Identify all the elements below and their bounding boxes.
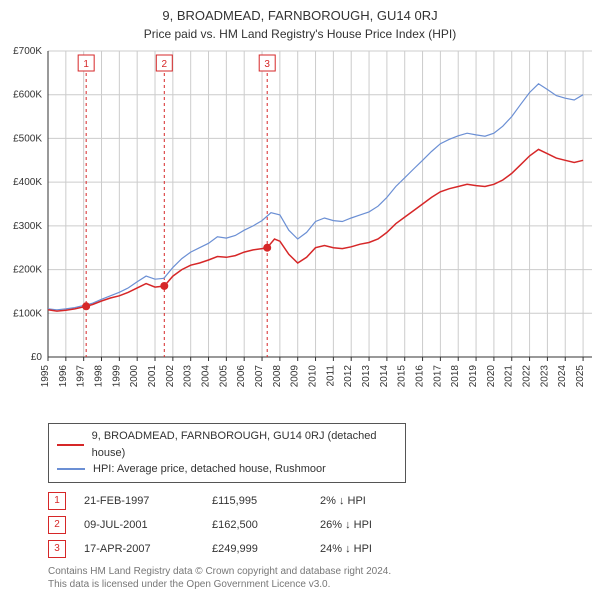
legend-label: 9, BROADMEAD, FARNBOROUGH, GU14 0RJ (det… xyxy=(92,428,397,461)
svg-text:1999: 1999 xyxy=(111,365,122,388)
attribution-line: This data is licensed under the Open Gov… xyxy=(48,578,600,590)
sales-row: 3 17-APR-2007 £249,999 24% ↓ HPI xyxy=(48,537,600,561)
svg-text:2001: 2001 xyxy=(147,365,158,388)
chart-svg: £0 £100K £200K £300K £400K £500K £600K £700K 199… xyxy=(0,47,600,417)
svg-text:£400K: £400K xyxy=(13,177,42,188)
svg-text:2: 2 xyxy=(162,59,168,70)
svg-text:2024: 2024 xyxy=(557,365,568,388)
svg-text:2011: 2011 xyxy=(325,365,336,387)
svg-text:3: 3 xyxy=(264,59,270,70)
figure-root: 9, BROADMEAD, FARNBOROUGH, GU14 0RJ Pric… xyxy=(0,0,600,590)
sale-date: 17-APR-2007 xyxy=(84,543,194,555)
svg-text:2013: 2013 xyxy=(361,365,372,388)
svg-text:2002: 2002 xyxy=(165,365,176,388)
chart-title-main: 9, BROADMEAD, FARNBOROUGH, GU14 0RJ xyxy=(0,0,600,23)
svg-text:2010: 2010 xyxy=(308,365,319,388)
attribution: Contains HM Land Registry data © Crown c… xyxy=(48,565,600,590)
svg-text:2015: 2015 xyxy=(397,365,408,388)
svg-text:£500K: £500K xyxy=(13,133,42,144)
svg-text:2023: 2023 xyxy=(539,365,550,388)
sale-badge: 1 xyxy=(48,492,66,510)
attribution-line: Contains HM Land Registry data © Crown c… xyxy=(48,565,600,578)
svg-text:2025: 2025 xyxy=(575,365,586,388)
svg-text:£100K: £100K xyxy=(13,308,42,319)
svg-text:2009: 2009 xyxy=(290,365,301,388)
legend-label: HPI: Average price, detached house, Rush… xyxy=(93,461,326,478)
sale-delta: 2% ↓ HPI xyxy=(320,495,410,507)
sales-row: 2 09-JUL-2001 £162,500 26% ↓ HPI xyxy=(48,513,600,537)
svg-text:2003: 2003 xyxy=(183,365,194,388)
sale-price: £249,999 xyxy=(212,543,302,555)
svg-text:2007: 2007 xyxy=(254,365,265,388)
svg-text:1997: 1997 xyxy=(76,365,87,388)
sale-delta: 24% ↓ HPI xyxy=(320,543,410,555)
sales-row: 1 21-FEB-1997 £115,995 2% ↓ HPI xyxy=(48,489,600,513)
chart-title-sub: Price paid vs. HM Land Registry's House … xyxy=(0,23,600,47)
svg-text:2022: 2022 xyxy=(522,365,533,388)
legend-item: 9, BROADMEAD, FARNBOROUGH, GU14 0RJ (det… xyxy=(57,428,397,461)
svg-text:2004: 2004 xyxy=(201,365,212,388)
svg-text:1998: 1998 xyxy=(94,365,105,388)
svg-text:2016: 2016 xyxy=(415,365,426,388)
sale-delta: 26% ↓ HPI xyxy=(320,519,410,531)
legend-item: HPI: Average price, detached house, Rush… xyxy=(57,461,397,478)
sale-price: £115,995 xyxy=(212,495,302,507)
svg-text:1995: 1995 xyxy=(40,365,51,388)
sale-date: 21-FEB-1997 xyxy=(84,495,194,507)
sale-price: £162,500 xyxy=(212,519,302,531)
svg-text:2000: 2000 xyxy=(129,365,140,388)
chart-area: £0 £100K £200K £300K £400K £500K £600K £700K 199… xyxy=(0,47,600,417)
legend-swatch xyxy=(57,468,85,470)
svg-text:2020: 2020 xyxy=(486,365,497,388)
svg-text:£200K: £200K xyxy=(13,265,42,276)
svg-text:1: 1 xyxy=(83,59,89,70)
svg-text:2017: 2017 xyxy=(432,365,443,388)
sale-date: 09-JUL-2001 xyxy=(84,519,194,531)
svg-text:£300K: £300K xyxy=(13,221,42,232)
svg-text:£600K: £600K xyxy=(13,90,42,101)
sale-badge: 2 xyxy=(48,516,66,534)
svg-text:2006: 2006 xyxy=(236,365,247,388)
svg-text:2008: 2008 xyxy=(272,365,283,388)
svg-text:1996: 1996 xyxy=(58,365,69,388)
svg-text:2012: 2012 xyxy=(343,365,354,388)
legend-swatch xyxy=(57,444,84,446)
sales-table: 1 21-FEB-1997 £115,995 2% ↓ HPI 2 09-JUL-2001… xyxy=(48,489,600,561)
svg-text:£700K: £700K xyxy=(13,47,42,57)
svg-text:2014: 2014 xyxy=(379,365,390,388)
sale-badge: 3 xyxy=(48,540,66,558)
svg-text:2005: 2005 xyxy=(218,365,229,388)
legend: 9, BROADMEAD, FARNBOROUGH, GU14 0RJ (det… xyxy=(48,423,406,483)
svg-text:2018: 2018 xyxy=(450,365,461,388)
svg-text:2019: 2019 xyxy=(468,365,479,388)
svg-text:£0: £0 xyxy=(31,352,43,363)
svg-text:2021: 2021 xyxy=(504,365,515,388)
